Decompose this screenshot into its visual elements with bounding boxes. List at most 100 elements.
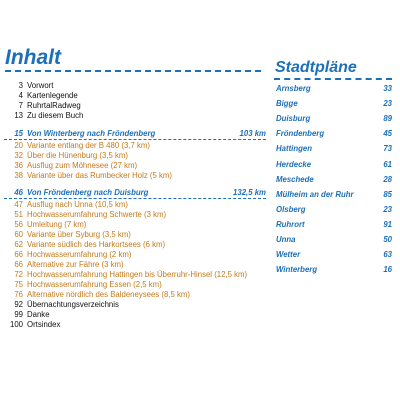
toc-entry[interactable]: 76 Alternative nördlich des Baldeneysees … (4, 290, 266, 300)
toc-entry[interactable]: 3 Vorwort (4, 81, 266, 91)
toc-text: Von Winterberg nach Fröndenberg (27, 129, 156, 138)
toc-entry[interactable]: 66 Alternative zur Fähre (3 km) (4, 260, 266, 270)
toc-text: Kartenlegende (27, 91, 78, 100)
toc-entry[interactable]: 100 Ortsindex (4, 320, 266, 330)
city-map-entry[interactable]: Duisburg 89 (276, 114, 392, 124)
toc-entry[interactable]: 92 Übernachtungsverzeichnis (4, 300, 266, 310)
toc-page: 99 (14, 310, 23, 319)
city-page: 73 (383, 144, 392, 153)
stadtplaene-title-rule (274, 78, 392, 80)
toc-text: Über die Hünenburg (3,5 km) (27, 151, 128, 160)
city-name: Olsberg (276, 205, 306, 214)
city-map-entry[interactable]: Arnsberg 33 (276, 84, 392, 94)
toc-page: 38 (14, 171, 23, 180)
toc-entry[interactable]: 32 Über die Hünenburg (3,5 km) (4, 151, 266, 161)
toc-entry[interactable]: 99 Danke (4, 310, 266, 320)
toc-page: 60 (14, 230, 23, 239)
city-map-entry[interactable]: Bigge 23 (276, 99, 392, 109)
toc-text: Variante entlang der B 480 (3,7 km) (27, 141, 150, 150)
city-map-entry[interactable]: Ruhrort 91 (276, 220, 392, 230)
toc-text: RuhrtalRadweg (27, 101, 81, 110)
toc-page: 32 (14, 151, 23, 160)
toc-page: 56 (14, 220, 23, 229)
toc-entry[interactable]: 47 Ausflug nach Unna (10,5 km) (4, 200, 266, 210)
toc-page: 15 (14, 129, 23, 138)
toc-entry[interactable]: 13 Zu diesem Buch (4, 111, 266, 121)
city-name: Fröndenberg (276, 129, 325, 138)
toc-title-rule (5, 70, 261, 72)
toc-page: 66 (14, 260, 23, 269)
city-name: Ruhrort (276, 220, 305, 229)
city-page: 28 (383, 175, 392, 184)
toc-text: Alternative zur Fähre (3 km) (27, 260, 124, 269)
toc-text: Ausflug nach Unna (10,5 km) (27, 200, 128, 209)
city-name: Hattingen (276, 144, 312, 153)
toc-entry[interactable]: 72 Hochwasserumfahrung Hattingen bis Über… (4, 270, 266, 280)
city-page: 89 (383, 114, 392, 123)
toc-page: 51 (14, 210, 23, 219)
toc-entry[interactable]: 75 Hochwasserumfahrung Essen (2,5 km) (4, 280, 266, 290)
toc-text: Variante südlich des Harkortsees (6 km) (27, 240, 166, 249)
stadtplaene-title: Stadtpläne (275, 59, 357, 76)
toc-page: 4 (18, 91, 23, 100)
toc-text: Umleitung (7 km) (27, 220, 87, 229)
city-name: Bigge (276, 99, 298, 108)
toc-text: Hochwasserumfahrung Essen (2,5 km) (27, 280, 162, 289)
city-map-entry[interactable]: Herdecke 61 (276, 160, 392, 170)
toc-page: 62 (14, 240, 23, 249)
toc-text: Von Fröndenberg nach Duisburg (27, 188, 149, 197)
city-page: 23 (383, 205, 392, 214)
city-name: Duisburg (276, 114, 311, 123)
toc-title: Inhalt (5, 46, 61, 69)
toc-entry[interactable]: 62 Variante südlich des Harkortsees (6 km… (4, 240, 266, 250)
city-name: Arnsberg (276, 84, 311, 93)
toc-entry[interactable]: 20 Variante entlang der B 480 (3,7 km) (4, 141, 266, 151)
toc-text: Ortsindex (27, 320, 61, 329)
city-page: 63 (383, 250, 392, 259)
city-map-entry[interactable]: Mülheim an der Ruhr 85 (276, 190, 392, 200)
toc-section-entry[interactable]: 15 Von Winterberg nach Fröndenberg 103 km (4, 129, 266, 140)
toc-distance: 132,5 km (233, 188, 266, 197)
city-map-entry[interactable]: Fröndenberg 45 (276, 129, 392, 139)
toc-text: Alternative nördlich des Baldeneysees (8… (27, 290, 190, 299)
city-map-entry[interactable]: Hattingen 73 (276, 144, 392, 154)
toc-page: 100 (9, 320, 23, 329)
city-map-entry[interactable]: Meschede 28 (276, 175, 392, 185)
city-map-entry[interactable]: Olsberg 23 (276, 205, 392, 215)
toc-entry[interactable]: 51 Hochwasserumfahrung Schwerte (3 km) (4, 210, 266, 220)
toc-entry[interactable]: 7 RuhrtalRadweg (4, 101, 266, 111)
toc-page: 47 (14, 200, 23, 209)
city-name: Unna (276, 235, 296, 244)
toc-text: Ausflug zum Möhnesee (27 km) (27, 161, 138, 170)
toc-text: Übernachtungsverzeichnis (27, 300, 119, 309)
toc-entry[interactable]: 36 Ausflug zum Möhnesee (27 km) (4, 161, 266, 171)
toc-text: Danke (27, 310, 50, 319)
city-name: Herdecke (276, 160, 312, 169)
toc-entry[interactable]: 66 Hochwasserumfahrung (2 km) (4, 250, 266, 260)
city-map-entry[interactable]: Winterberg 16 (276, 265, 392, 275)
toc-page: 92 (14, 300, 23, 309)
toc-page: 36 (14, 161, 23, 170)
city-page: 33 (383, 84, 392, 93)
toc-page: 46 (14, 188, 23, 197)
city-page: 50 (383, 235, 392, 244)
city-page: 16 (383, 265, 392, 274)
toc-entry[interactable]: 4 Kartenlegende (4, 91, 266, 101)
city-map-entry[interactable]: Wetter 63 (276, 250, 392, 260)
toc-page: 13 (14, 111, 23, 120)
city-page: 23 (383, 99, 392, 108)
toc-page: 72 (14, 270, 23, 279)
city-name: Mülheim an der Ruhr (276, 190, 354, 199)
toc-text: Hochwasserumfahrung Hattingen bis Überru… (27, 270, 248, 279)
toc-text: Hochwasserumfahrung Schwerte (3 km) (27, 210, 167, 219)
toc-page: 20 (14, 141, 23, 150)
toc-entry[interactable]: 38 Variante über das Rumbecker Holz (5 km… (4, 171, 266, 181)
toc-text: Vorwort (27, 81, 54, 90)
city-map-entry[interactable]: Unna 50 (276, 235, 392, 245)
toc-section-entry[interactable]: 46 Von Fröndenberg nach Duisburg 132,5 km (4, 188, 266, 199)
toc-entry[interactable]: 60 Variante über Syburg (3,5 km) (4, 230, 266, 240)
toc-entry[interactable]: 56 Umleitung (7 km) (4, 220, 266, 230)
city-page: 45 (383, 129, 392, 138)
city-name: Meschede (276, 175, 314, 184)
city-name: Wetter (276, 250, 301, 259)
